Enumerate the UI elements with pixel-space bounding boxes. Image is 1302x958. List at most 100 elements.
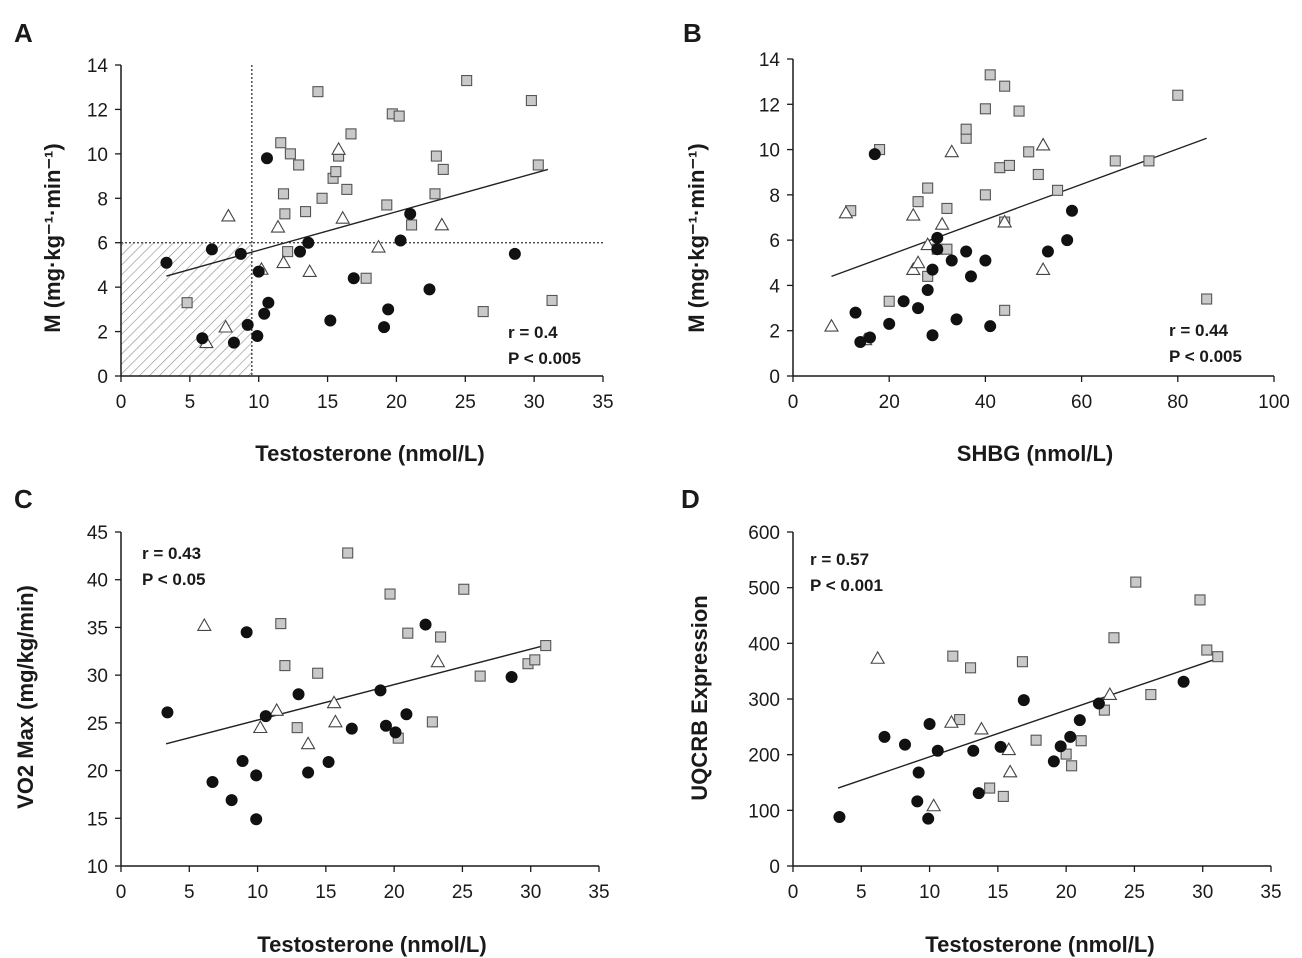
square-point: [284, 148, 296, 160]
square-point: [941, 243, 953, 255]
filled-circle-point: [206, 776, 219, 789]
filled-circle-point: [868, 148, 881, 161]
square-point: [941, 202, 953, 214]
filled-circle-point: [259, 710, 272, 723]
filled-circle-point: [252, 265, 265, 278]
square-point: [293, 159, 305, 171]
square-point: [429, 188, 441, 200]
filled-circle-point: [292, 688, 305, 701]
y-tick-label: 12: [87, 100, 108, 121]
triangle-point: [252, 720, 268, 734]
square-point: [474, 670, 486, 682]
square-point: [430, 150, 442, 162]
filled-circle-point: [1041, 245, 1054, 258]
triangle-point: [1002, 764, 1018, 778]
filled-circle-point: [1017, 694, 1030, 707]
y-tick-label: 0: [769, 857, 780, 878]
square-point: [954, 714, 966, 726]
square-point: [406, 219, 418, 231]
triangle-point: [944, 144, 960, 158]
square-point: [1201, 293, 1213, 305]
square-point: [1052, 184, 1064, 196]
square-point: [529, 654, 541, 666]
y-tick-label: 400: [748, 634, 780, 655]
filled-circle-point: [926, 263, 939, 276]
panel-c-y-axis-label: VO2 Max (mg/kg/min): [13, 585, 38, 809]
filled-circle-point: [260, 152, 273, 165]
panel-a-y-axis-label: M (mg·kg⁻¹·min⁻¹): [40, 143, 65, 332]
square-point: [912, 196, 924, 208]
x-tick-label: 5: [185, 392, 196, 413]
y-tick-label: 14: [87, 56, 109, 77]
filled-circle-point: [854, 336, 867, 349]
y-tick-label: 40: [87, 571, 108, 592]
square-point: [532, 159, 544, 171]
square-point: [525, 94, 537, 107]
y-tick-label: 6: [97, 234, 108, 255]
y-tick-label: 12: [759, 95, 780, 116]
filled-circle-point: [912, 302, 925, 315]
square-point: [1023, 146, 1035, 158]
filled-circle-point: [1047, 755, 1060, 768]
triangle-point: [838, 205, 854, 219]
square-point: [461, 75, 473, 87]
x-tick-label: 60: [1071, 392, 1092, 413]
y-tick-label: 45: [87, 523, 108, 544]
y-tick-label: 2: [97, 323, 108, 344]
square-point: [999, 80, 1011, 92]
square-point: [540, 640, 552, 652]
square-point: [984, 69, 996, 81]
square-point: [381, 199, 393, 211]
filled-circle-point: [972, 787, 985, 800]
triangle-point: [327, 714, 343, 728]
filled-circle-point: [945, 254, 958, 267]
square-point: [999, 304, 1011, 316]
filled-circle-point: [964, 270, 977, 283]
filled-circle-point: [508, 247, 521, 260]
x-tick-label: 30: [524, 392, 545, 413]
panel-b: B 0 20 40 60 80 100 0 2 4 6 8 10 12 14 r = 0.44 P < 0…: [683, 18, 1290, 466]
square-point: [979, 103, 991, 115]
y-tick-label: 300: [748, 690, 780, 711]
triangle-point: [331, 141, 347, 155]
square-point: [1030, 734, 1042, 746]
filled-circle-point: [922, 812, 935, 825]
triangle-point: [974, 721, 989, 735]
x-tick-label: 20: [879, 392, 900, 413]
square-point: [275, 618, 287, 630]
square-point: [330, 166, 342, 178]
triangle-point: [270, 219, 286, 233]
filled-circle-point: [960, 245, 973, 258]
triangle-point: [371, 239, 386, 253]
x-tick-label: 20: [386, 392, 407, 413]
filled-circle-point: [883, 317, 896, 330]
triangle-point: [1035, 137, 1051, 151]
x-tick-label: 0: [116, 392, 127, 413]
square-point: [181, 297, 193, 309]
square-point: [1108, 632, 1120, 644]
y-tick-label: 15: [87, 809, 108, 830]
panel-b-p-value: P < 0.005: [1169, 347, 1242, 366]
panel-d-x-axis-label: Testosterone (nmol/L): [925, 932, 1154, 957]
regression-line: [166, 168, 549, 277]
triangle-point: [335, 210, 351, 224]
filled-circle-point: [984, 320, 997, 333]
x-tick-label: 30: [520, 882, 541, 903]
square-point: [1130, 576, 1142, 588]
filled-circle-point: [923, 718, 936, 731]
regression-line: [837, 658, 1217, 789]
filled-circle-point: [912, 766, 925, 779]
triangle-point: [997, 214, 1013, 228]
square-point: [279, 660, 291, 672]
filled-circle-point: [322, 755, 335, 768]
y-tick-label: 0: [769, 367, 780, 388]
square-point: [312, 667, 324, 679]
panel-c-x-axis-label: Testosterone (nmol/L): [257, 932, 486, 957]
y-tick-label: 8: [97, 189, 108, 210]
filled-circle-point: [404, 207, 417, 220]
square-point: [435, 631, 447, 643]
triangle-point: [920, 237, 936, 251]
filled-circle-point: [849, 306, 862, 319]
square-point: [277, 188, 290, 200]
